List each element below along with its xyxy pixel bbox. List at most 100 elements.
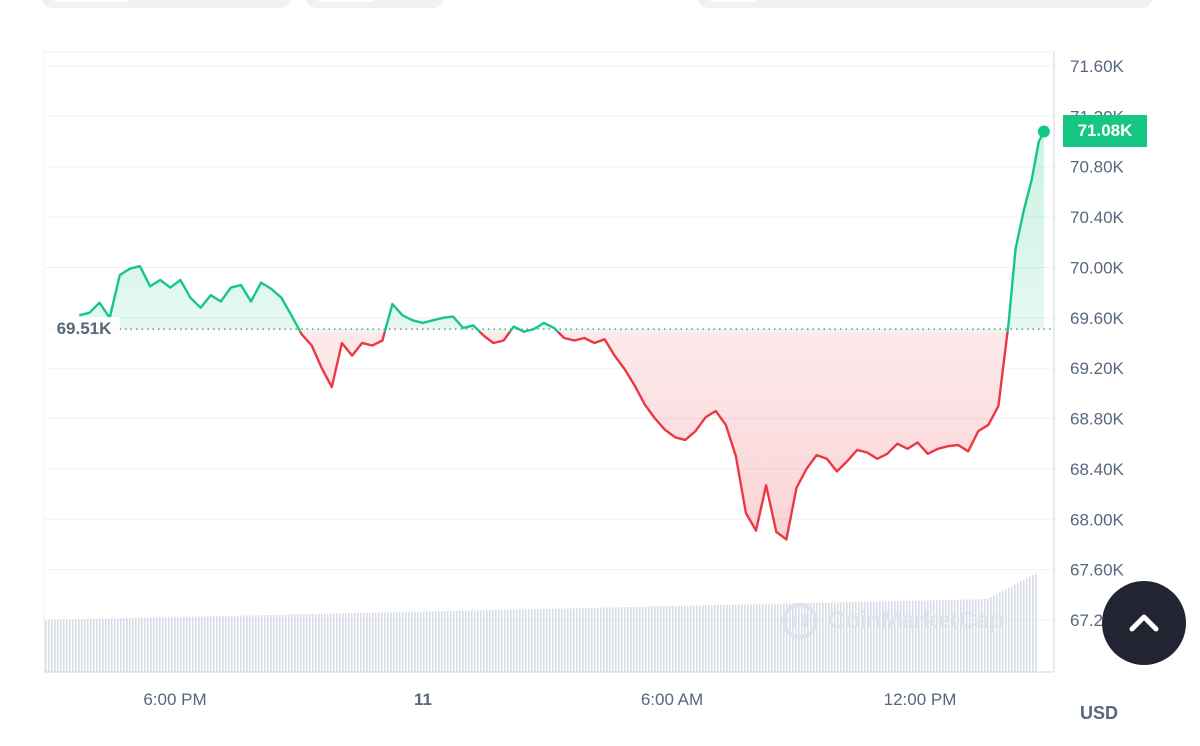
volume-bar [117, 618, 119, 672]
volume-bar [264, 615, 266, 672]
volume-bars [45, 573, 1037, 672]
volume-bar [393, 612, 395, 672]
volume-bar [150, 617, 152, 672]
volume-bar [108, 618, 110, 672]
volume-bar [228, 615, 230, 672]
volume-bar [642, 606, 644, 672]
volume-bar [1029, 576, 1031, 672]
volume-bar [180, 616, 182, 672]
volume-bar [339, 613, 341, 672]
volume-bar [366, 612, 368, 672]
volume-bar [954, 599, 956, 672]
volume-bar [774, 603, 776, 672]
volume-bar [375, 612, 377, 672]
price-line-up [79, 130, 1045, 332]
volume-bar [543, 608, 545, 672]
volume-bar [309, 614, 311, 672]
volume-bar [123, 618, 125, 672]
volume-bar [510, 609, 512, 672]
volume-bar [699, 605, 701, 672]
coinmarketcap-logo-icon [782, 603, 818, 639]
volume-bar [564, 608, 566, 672]
volume-bar [459, 610, 461, 672]
y-tick-label: 67.60K [1070, 561, 1125, 580]
volume-bar [528, 609, 530, 672]
volume-bar [99, 618, 101, 672]
volume-bar [288, 614, 290, 672]
volume-bar [432, 611, 434, 672]
volume-bar [486, 610, 488, 672]
y-tick-label: 68.40K [1070, 460, 1125, 479]
timeframe-tabs[interactable] [42, 0, 290, 8]
volume-bar [141, 617, 143, 672]
volume-bar [156, 617, 158, 672]
volume-bar [261, 615, 263, 672]
scroll-to-top-button[interactable] [1102, 581, 1186, 665]
volume-bar [531, 609, 533, 672]
volume-bar [657, 606, 659, 672]
volume-bar [582, 608, 584, 672]
volume-bar [702, 605, 704, 672]
volume-bar [648, 606, 650, 672]
volume-bar [1002, 590, 1004, 672]
volume-bar [513, 609, 515, 672]
x-tick-label: 12:00 PM [884, 690, 957, 709]
volume-bar [807, 603, 809, 672]
volume-bar [342, 613, 344, 672]
volume-bar [303, 614, 305, 672]
y-tick-label: 70.00K [1070, 258, 1125, 277]
volume-bar [765, 604, 767, 672]
volume-bar [651, 606, 653, 672]
y-tick-label: 68.80K [1070, 410, 1125, 429]
volume-bar [933, 600, 935, 672]
x-tick-label: 11 [414, 690, 432, 709]
volume-bar [405, 611, 407, 672]
volume-bar [351, 613, 353, 672]
volume-bar [777, 603, 779, 672]
volume-bar [414, 611, 416, 672]
volume-bar [963, 599, 965, 672]
volume-bar [948, 599, 950, 672]
volume-bar [498, 609, 500, 672]
volume-bar [168, 617, 170, 672]
volume-bar [48, 619, 50, 672]
volume-bar [837, 602, 839, 672]
volume-bar [525, 609, 527, 672]
volume-bar [825, 602, 827, 672]
range-tabs[interactable] [698, 0, 1152, 8]
volume-bar [360, 612, 362, 672]
volume-bar [663, 606, 665, 672]
volume-bar [645, 606, 647, 672]
volume-bar [387, 612, 389, 672]
chart-type-tabs[interactable] [306, 0, 444, 8]
volume-bar [786, 603, 788, 672]
volume-bar [450, 610, 452, 672]
volume-bar [924, 600, 926, 672]
volume-bar [345, 613, 347, 672]
volume-bar [522, 609, 524, 672]
volume-bar [612, 607, 614, 672]
volume-bar [276, 614, 278, 672]
volume-bar [189, 616, 191, 672]
volume-bar [672, 606, 674, 672]
volume-bar [768, 603, 770, 672]
volume-bar [120, 618, 122, 672]
volume-bar [147, 617, 149, 672]
volume-bar [600, 607, 602, 672]
volume-bar [669, 606, 671, 672]
reference-price-label: 69.51K [48, 317, 120, 342]
volume-bar [57, 619, 59, 672]
volume-bar [243, 615, 245, 672]
volume-bar [438, 611, 440, 672]
volume-bar [1008, 587, 1010, 672]
volume-bar [465, 610, 467, 672]
volume-bar [594, 607, 596, 672]
x-tick-label: 6:00 AM [641, 690, 703, 709]
volume-bar [633, 606, 635, 672]
volume-bar [969, 599, 971, 672]
volume-bar [783, 603, 785, 672]
volume-bar [69, 619, 71, 672]
volume-bar [939, 600, 941, 672]
volume-bar [960, 599, 962, 672]
